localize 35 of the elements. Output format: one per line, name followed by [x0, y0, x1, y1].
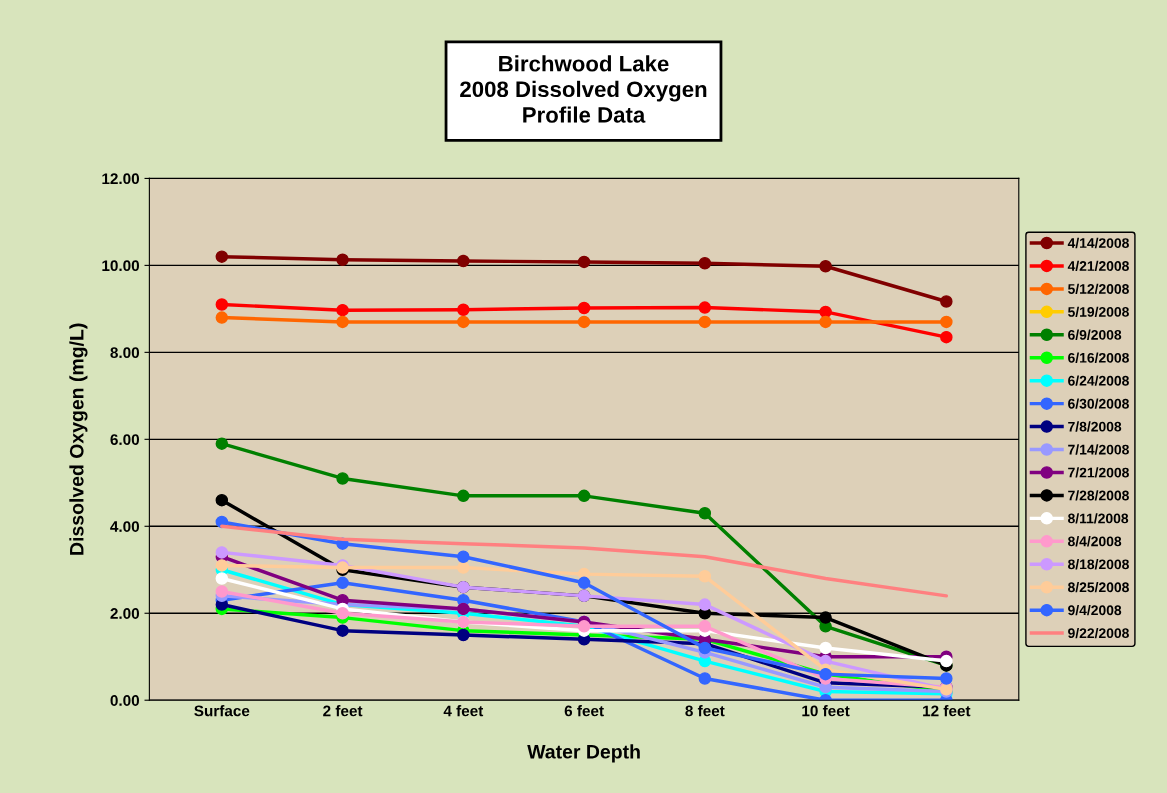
y-axis-title: Dissolved Oxygen (mg/L) — [69, 323, 88, 555]
legend-label: 8/25/2008 — [1068, 582, 1129, 593]
legend-label: 9/22/2008 — [1068, 627, 1129, 639]
legend-label: 8/18/2008 — [1068, 559, 1129, 570]
y-tick-label: 8.00 — [110, 347, 140, 359]
legend-label: 7/21/2008 — [1068, 467, 1129, 478]
y-tick-label: 6.00 — [110, 434, 140, 446]
legend-label: 7/8/2008 — [1068, 421, 1122, 432]
x-tick-label: Surface — [194, 705, 250, 717]
x-tick-label: 6 feet — [564, 705, 604, 717]
legend-label: 4/21/2008 — [1067, 260, 1129, 272]
legend-label: 8/4/2008 — [1068, 536, 1122, 547]
x-tick-label: 4 feet — [443, 705, 484, 717]
legend-label: 6/24/2008 — [1068, 375, 1129, 386]
x-tick-label: 10 feet — [802, 705, 850, 717]
y-tick-label: 2.00 — [110, 608, 140, 619]
x-tick-label: 2 feet — [323, 705, 363, 717]
legend-label: 5/19/2008 — [1068, 306, 1129, 317]
legend-label: 7/14/2008 — [1068, 444, 1129, 455]
legend-label: 9/4/2008 — [1068, 604, 1122, 616]
y-tick-label: 12.00 — [102, 173, 140, 185]
legend-label: 5/12/2008 — [1068, 283, 1129, 295]
legend-label: 4/14/2008 — [1067, 237, 1129, 249]
x-tick-label: 8 feet — [685, 705, 725, 717]
y-tick-label: 4.00 — [110, 521, 140, 532]
x-tick-label: 12 feet — [923, 705, 971, 717]
legend-label: 8/11/2008 — [1068, 513, 1129, 524]
y-tick-label: 0.00 — [110, 695, 140, 706]
y-tick-label: 10.00 — [102, 260, 140, 272]
legend-label: 6/9/2008 — [1068, 329, 1122, 340]
legend-label: 6/30/2008 — [1068, 398, 1129, 409]
legend-label: 7/28/2008 — [1068, 490, 1129, 501]
x-axis-title: Water Depth — [527, 744, 640, 763]
legend-label: 6/16/2008 — [1068, 352, 1129, 363]
chart-title: Birchwood Lake 2008 Dissolved Oxygen Profile Data — [460, 55, 707, 123]
